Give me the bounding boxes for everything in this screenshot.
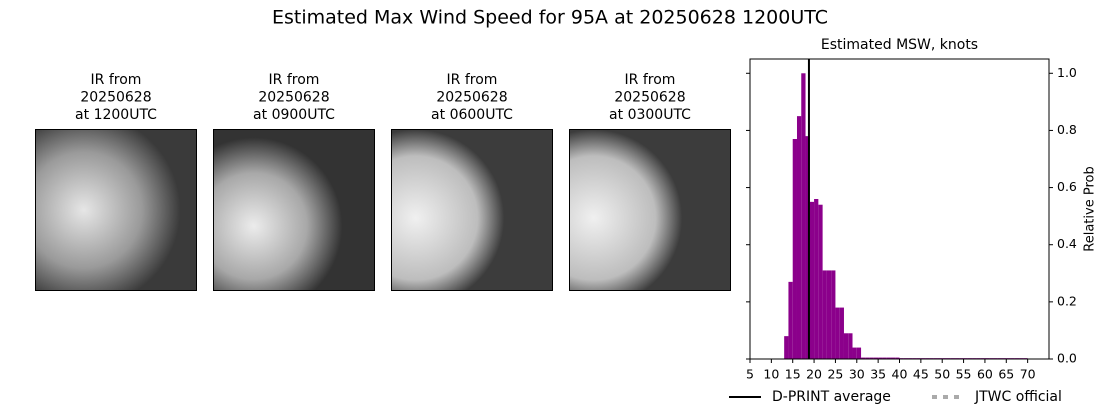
- figure-title: Estimated Max Wind Speed for 95A at 2025…: [272, 7, 828, 29]
- x-tick-label: 10: [763, 367, 779, 382]
- bar: [890, 357, 896, 359]
- ir-image: [35, 129, 197, 291]
- x-tick-label: 70: [1020, 367, 1036, 382]
- bar: [869, 357, 874, 359]
- x-tick-label: 60: [977, 367, 993, 382]
- panel-caption: 20250628: [614, 90, 685, 106]
- x-tick-label: 20: [806, 367, 822, 382]
- x-tick-label: 25: [827, 367, 843, 382]
- bar: [878, 357, 883, 359]
- panel-caption: 20250628: [80, 90, 151, 106]
- y-tick-label: 0.8: [1057, 122, 1077, 137]
- bar: [843, 333, 849, 359]
- bar: [831, 270, 836, 359]
- y-tick-label: 1.0: [1057, 65, 1077, 80]
- x-tick-label: 45: [913, 367, 929, 382]
- bar: [809, 201, 815, 359]
- bar: [822, 270, 827, 359]
- x-tick-label: 15: [785, 367, 801, 382]
- legend-label: JTWC official: [974, 389, 1062, 405]
- bar: [852, 347, 857, 359]
- bar: [792, 139, 797, 359]
- chart-title: Estimated MSW, knots: [821, 37, 978, 53]
- y-tick-label: 0.4: [1057, 236, 1077, 251]
- bar: [848, 333, 853, 359]
- y-axis-label: Relative Prob: [1083, 166, 1098, 251]
- bar: [784, 336, 789, 359]
- ir-image: [391, 129, 553, 291]
- bar: [856, 347, 862, 359]
- x-tick-label: 65: [998, 367, 1014, 382]
- bar: [886, 357, 891, 359]
- bar: [839, 307, 844, 359]
- bar: [826, 270, 832, 359]
- x-tick-label: 40: [892, 367, 908, 382]
- bar: [805, 136, 810, 359]
- bar: [835, 307, 840, 359]
- panel-caption: 20250628: [258, 90, 329, 106]
- ir-image: [213, 129, 375, 291]
- bar: [818, 204, 823, 359]
- y-tick-label: 0.0: [1057, 351, 1077, 366]
- panel-caption: IR from: [447, 72, 498, 88]
- bar: [796, 116, 802, 360]
- bar: [865, 357, 870, 359]
- panel-caption: at 1200UTC: [75, 107, 157, 123]
- panel-caption: 20250628: [436, 90, 507, 106]
- bar: [788, 281, 793, 359]
- panel-caption: at 0900UTC: [253, 107, 335, 123]
- bar: [801, 73, 806, 360]
- legend-label: D-PRINT average: [772, 389, 891, 405]
- x-tick-label: 55: [956, 367, 972, 382]
- bar: [861, 357, 866, 359]
- x-tick-label: 30: [849, 367, 865, 382]
- y-tick-label: 0.6: [1057, 179, 1077, 194]
- bar: [895, 357, 900, 359]
- ir-images: [35, 129, 731, 291]
- panel-caption: IR from: [91, 72, 142, 88]
- panel-caption: IR from: [625, 72, 676, 88]
- bar: [873, 357, 879, 359]
- y-tick-label: 0.2: [1057, 293, 1077, 308]
- bar: [882, 357, 887, 359]
- x-tick-label: 5: [746, 367, 754, 382]
- ir-image: [569, 129, 731, 291]
- panel-caption: at 0600UTC: [431, 107, 513, 123]
- bar: [814, 199, 819, 359]
- panel-caption: at 0300UTC: [609, 107, 691, 123]
- panel-caption: IR from: [269, 72, 320, 88]
- x-tick-label: 35: [870, 367, 886, 382]
- x-tick-label: 50: [934, 367, 950, 382]
